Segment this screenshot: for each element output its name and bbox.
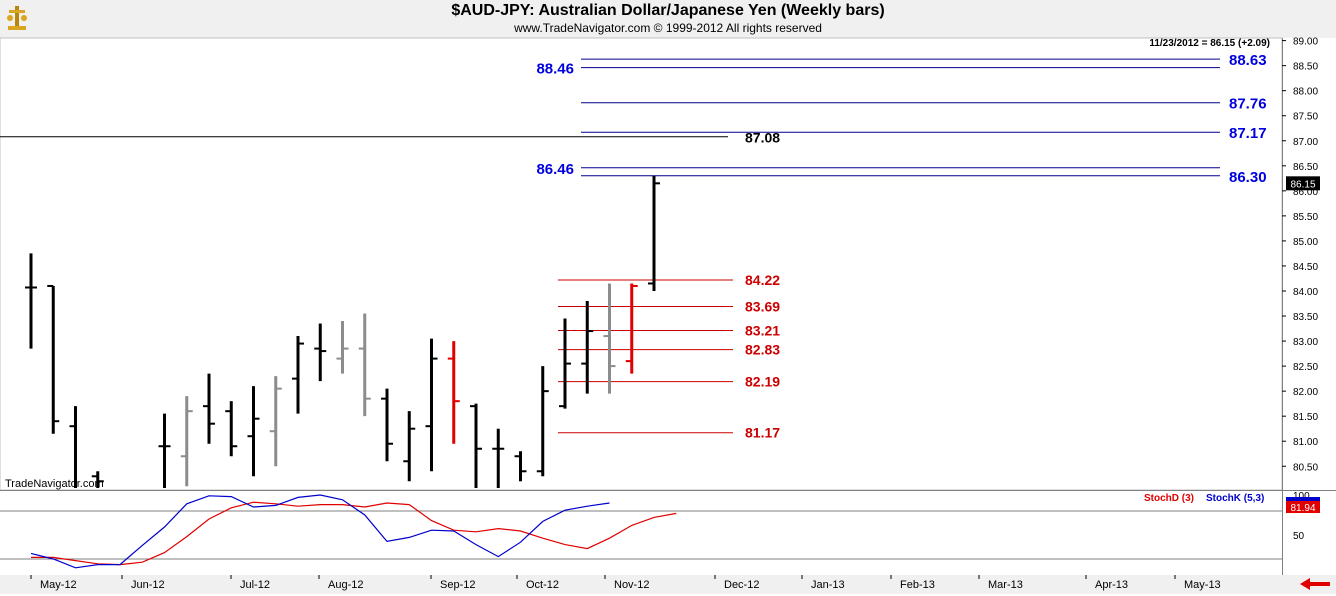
price-tick-label: 83.00	[1293, 337, 1318, 348]
resistance-label: 87.76	[1229, 96, 1267, 113]
last-value-label: 11/23/2012 = 86.15 (+2.09)	[1149, 38, 1270, 49]
month-tick-label: Jan-13	[811, 579, 845, 591]
resistance-label: 88.63	[1229, 52, 1267, 69]
support-label: 83.69	[745, 299, 780, 315]
stoch-series-line	[30, 494, 610, 569]
price-tick-label: 87.50	[1293, 112, 1318, 123]
stoch-series-line	[31, 501, 677, 566]
price-tick-label: 87.00	[1293, 137, 1318, 148]
support-label: 82.19	[745, 374, 780, 390]
month-tick-label: May-12	[40, 579, 77, 591]
price-tick-label: 81.00	[1293, 437, 1318, 448]
month-tick-label: Jul-12	[240, 579, 270, 591]
resistance-label: 87.17	[1229, 125, 1267, 142]
price-tick-label: 80.50	[1293, 462, 1318, 473]
trade-navigator-logo	[6, 4, 28, 37]
price-tick-label: 84.50	[1293, 262, 1318, 273]
price-tick-label: 89.00	[1293, 37, 1318, 48]
stoch-tag-box	[1286, 501, 1320, 513]
chart-subtitle: www.TradeNavigator.com © 1999-2012 All r…	[514, 21, 822, 35]
price-panel-frame	[0, 37, 1283, 491]
price-tick-label: 86.00	[1293, 187, 1318, 198]
month-tick-label: Mar-13	[988, 579, 1023, 591]
time-axis-bar	[0, 575, 1336, 594]
scroll-right-arrow-icon[interactable]	[1298, 577, 1332, 596]
resistance-label: 86.46	[536, 161, 574, 178]
chart-header: $AUD-JPY: Australian Dollar/Japanese Yen…	[0, 0, 1336, 38]
support-label: 83.21	[745, 323, 780, 339]
month-tick-label: Feb-13	[900, 579, 935, 591]
stoch-tag-box-k	[1286, 497, 1320, 501]
legend-stochK: StochK (5,3)	[1206, 493, 1264, 504]
month-tick-label: Nov-12	[614, 579, 649, 591]
watermark-label: TradeNavigator.com	[5, 478, 104, 490]
price-tick-label: 88.50	[1293, 62, 1318, 73]
price-tick-label: 85.50	[1293, 212, 1318, 223]
stoch-tick-label: 50	[1293, 531, 1305, 542]
support-label: 84.22	[745, 272, 780, 288]
price-tick-label: 81.50	[1293, 412, 1318, 423]
price-tick-label: 86.50	[1293, 162, 1318, 173]
price-tick-label: 82.00	[1293, 387, 1318, 398]
month-tick-label: Jun-12	[131, 579, 165, 591]
price-tick-label: 82.50	[1293, 362, 1318, 373]
resistance-label: 86.30	[1229, 169, 1267, 186]
chart-title: $AUD-JPY: Australian Dollar/Japanese Yen…	[451, 2, 885, 19]
month-tick-label: Sep-12	[440, 579, 475, 591]
stoch-tick-label: 100	[1293, 491, 1310, 502]
horizontal-marker-label: 87.08	[745, 130, 780, 146]
last-price-tag-label: 86.15	[1290, 179, 1315, 190]
month-tick-label: Apr-13	[1095, 579, 1128, 591]
legend-stochD: StochD (3)	[1144, 493, 1194, 504]
resistance-label: 88.46	[536, 61, 574, 78]
month-tick-label: Aug-12	[328, 579, 363, 591]
price-tick-label: 83.50	[1293, 312, 1318, 323]
price-tick-label: 88.00	[1293, 87, 1318, 98]
price-tick-label: 85.00	[1293, 237, 1318, 248]
support-label: 82.83	[745, 342, 780, 358]
month-tick-label: Oct-12	[526, 579, 559, 591]
month-tick-label: Dec-12	[724, 579, 759, 591]
stoch-last-value: 81.94	[1290, 503, 1315, 514]
month-tick-label: May-13	[1184, 579, 1221, 591]
support-label: 81.17	[745, 425, 780, 441]
last-price-tag-box	[1286, 176, 1320, 191]
price-tick-label: 84.00	[1293, 287, 1318, 298]
